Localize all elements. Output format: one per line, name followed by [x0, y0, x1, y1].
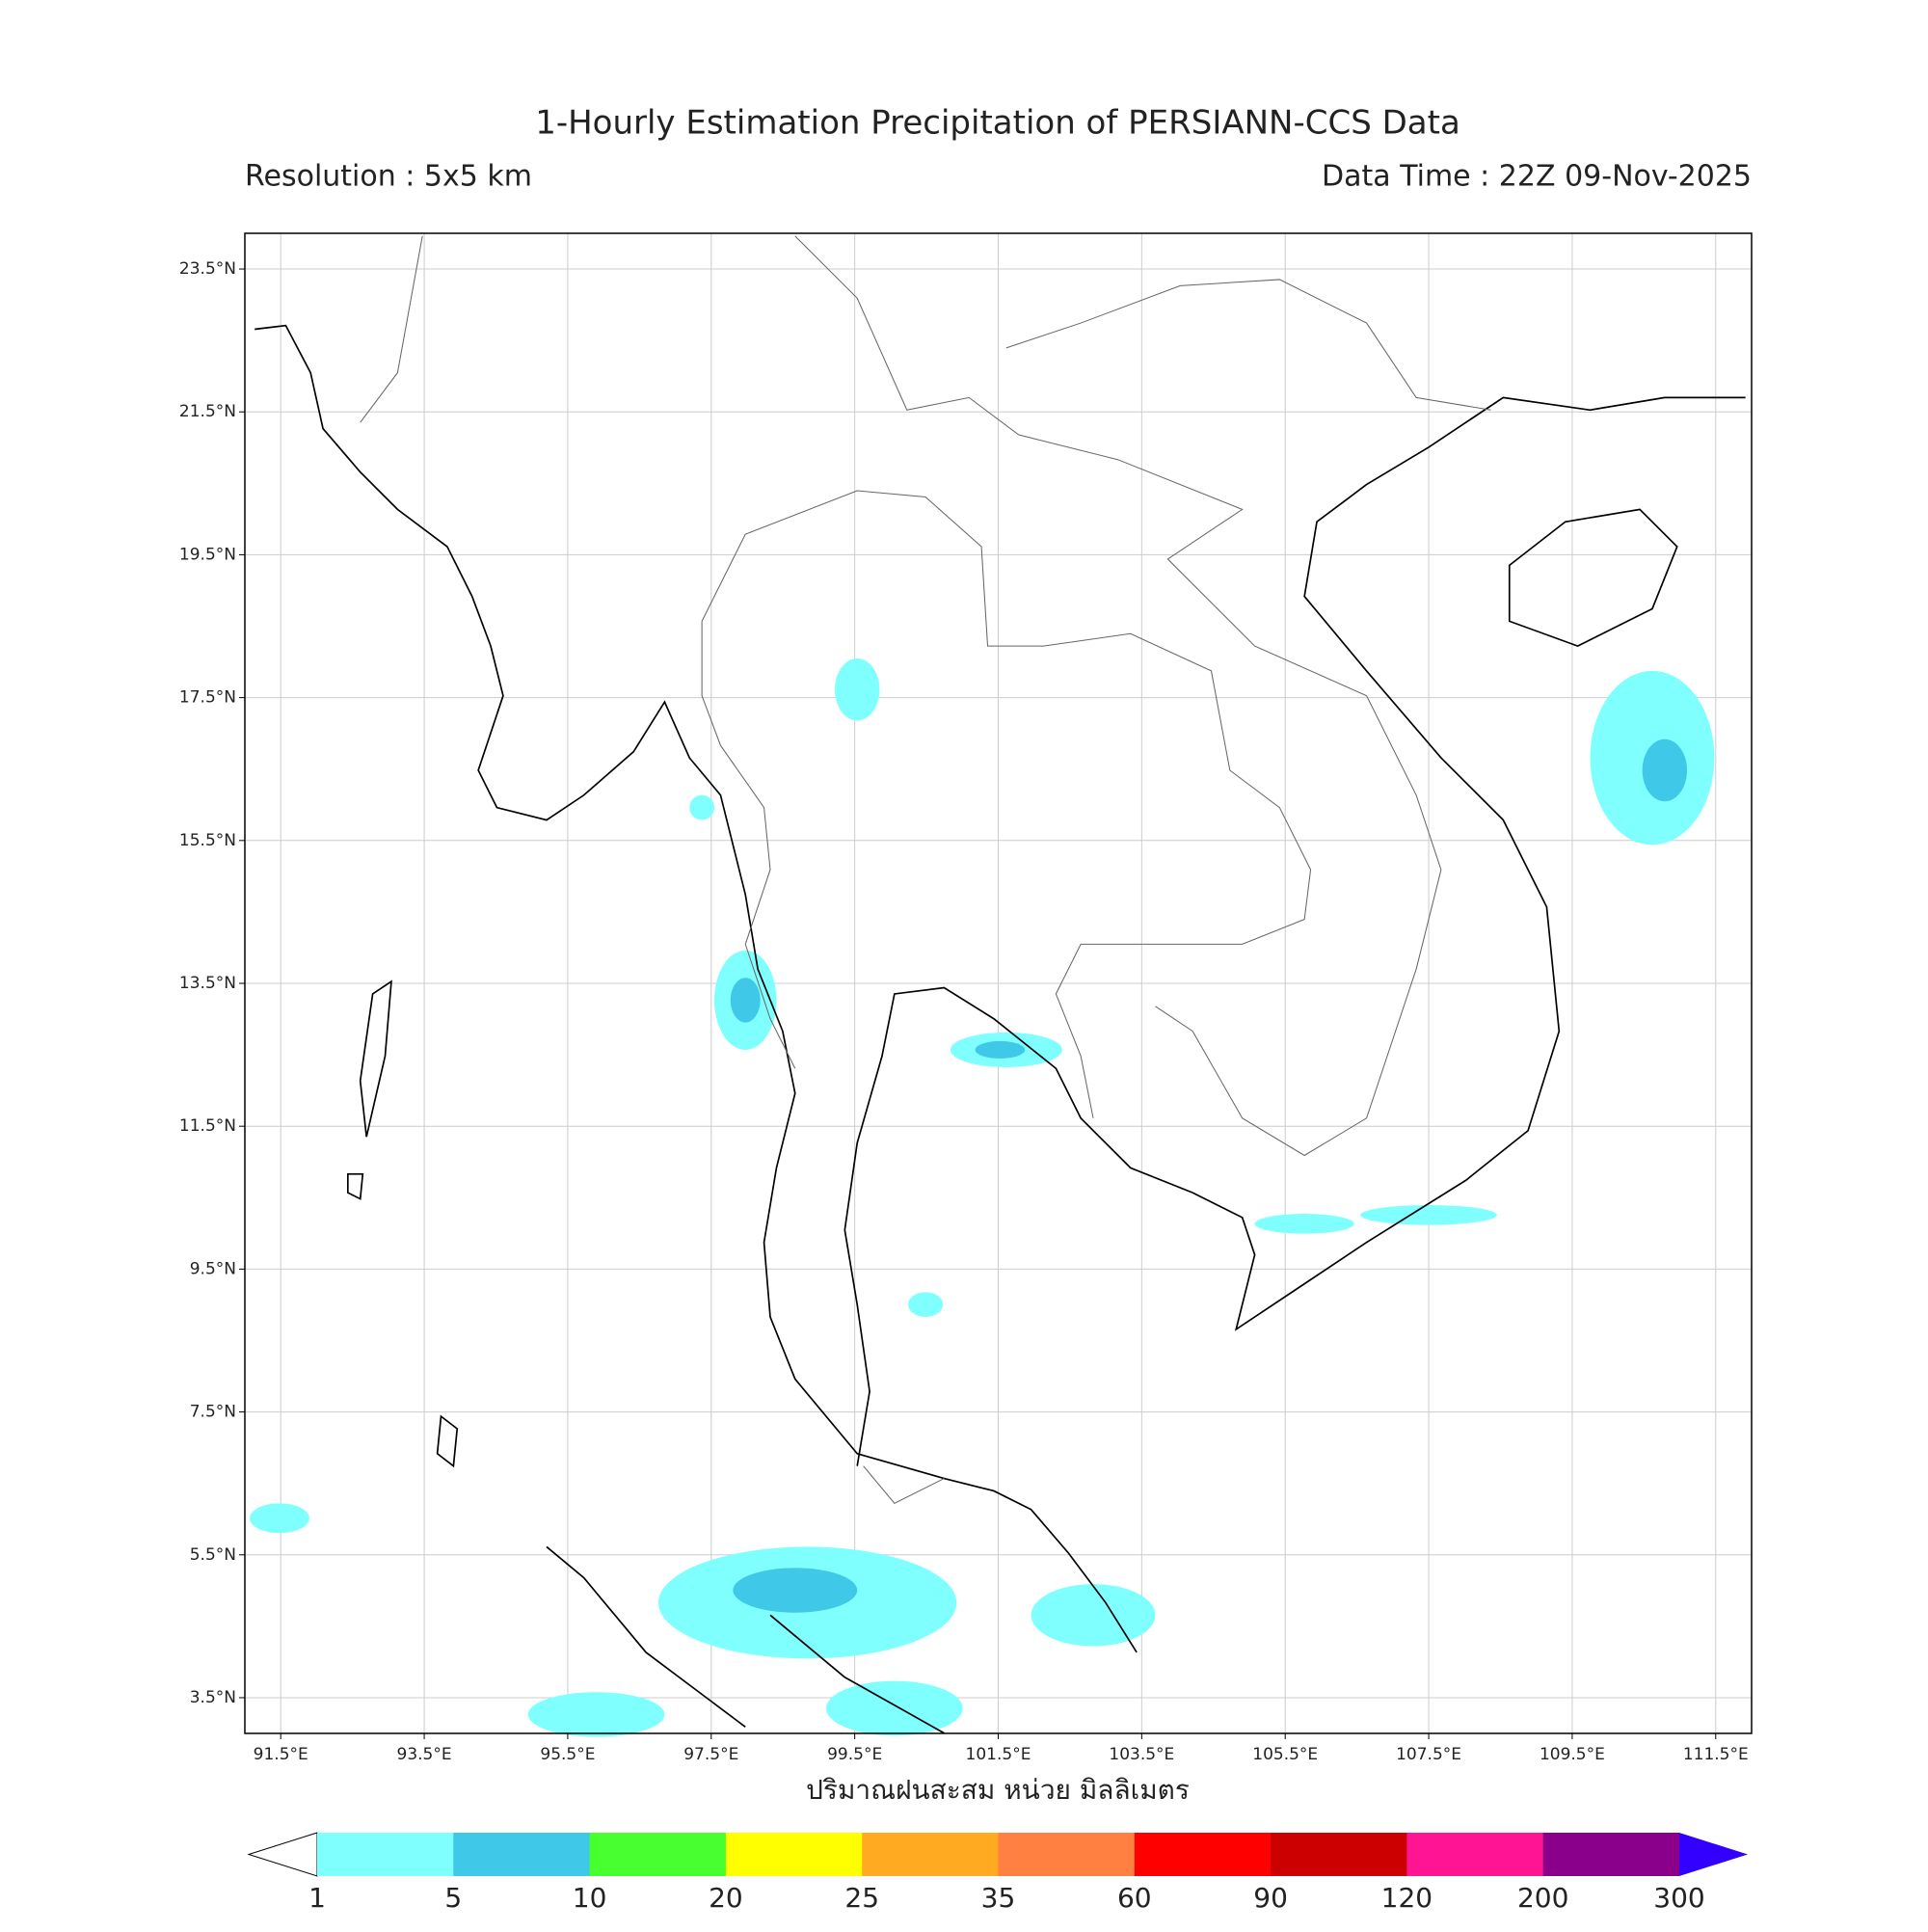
- colorbar-tick-label: 10: [573, 1882, 607, 1914]
- grid: [245, 233, 1752, 1733]
- colorbar-tick-label: 1: [308, 1882, 326, 1914]
- colorbar-tick-label: 90: [1253, 1882, 1288, 1914]
- colorbar-tick-label: 60: [1117, 1882, 1152, 1914]
- colorbar-over: [1679, 1833, 1748, 1876]
- colorbar-tick-label: 200: [1517, 1882, 1568, 1914]
- resolution: Resolution : 5x5 km: [245, 160, 532, 194]
- colorbar-tick-label: 35: [981, 1882, 1016, 1914]
- x-tick-label: 107.5°E: [1396, 1745, 1461, 1764]
- x-tick-label: 97.5°E: [683, 1745, 738, 1764]
- data-time: Data Time : 22Z 09-Nov-2025: [1322, 160, 1752, 194]
- y-tick-label: 13.5°N: [179, 974, 236, 993]
- x-tick-label: 101.5°E: [966, 1745, 1031, 1764]
- y-tick-label: 3.5°N: [190, 1688, 236, 1707]
- colorbar-cell: [589, 1833, 727, 1876]
- x-tick-label: 103.5°E: [1109, 1745, 1174, 1764]
- y-tick-label: 17.5°N: [179, 688, 236, 708]
- colorbar-cell: [1271, 1833, 1407, 1876]
- y-tick-label: 21.5°N: [179, 402, 236, 421]
- basemap: [250, 235, 1746, 1737]
- x-tick-label: 109.5°E: [1540, 1745, 1605, 1764]
- y-tick-label: 7.5°N: [190, 1403, 236, 1422]
- colorbar-cell: [1406, 1833, 1544, 1876]
- x-tick-label: 95.5°E: [540, 1745, 595, 1764]
- y-tick-label: 15.5°N: [179, 831, 236, 850]
- axes: 91.5°E 93.5°E 95.5°E 97.5°E 99.5°E 101.5°E 103…: [179, 259, 1749, 1764]
- colorbar-cell: [998, 1833, 1136, 1876]
- y-tick-label: 5.5°N: [190, 1545, 236, 1565]
- x-tick-label: 93.5°E: [397, 1745, 452, 1764]
- colorbar-cell: [1542, 1833, 1680, 1876]
- x-tick-label: 111.5°E: [1683, 1745, 1749, 1764]
- colorbar-cell: [1134, 1833, 1272, 1876]
- colorbar-cell: [725, 1833, 863, 1876]
- colorbar-tick-label: 5: [444, 1882, 462, 1914]
- colorbar-tick-label: 20: [709, 1882, 743, 1914]
- colorbar: 1 5 10 20 25 35 60 90 120 200 300: [247, 1832, 1748, 1914]
- colorbar-under: [247, 1832, 318, 1877]
- y-tick-label: 23.5°N: [179, 259, 236, 279]
- colorbar-label: ปริมาณฝนสะสม หน่วย มิลลิเมตร: [806, 1774, 1190, 1806]
- x-tick-label: 91.5°E: [254, 1745, 308, 1764]
- colorbar-cell: [453, 1833, 591, 1876]
- title: 1-Hourly Estimation Precipitation of PER…: [535, 104, 1460, 143]
- colorbar-tick-label: 120: [1381, 1882, 1433, 1914]
- y-tick-label: 19.5°N: [179, 545, 236, 564]
- colorbar-tick-label: 300: [1653, 1882, 1704, 1914]
- y-tick-label: 11.5°N: [179, 1116, 236, 1136]
- colorbar-cell: [862, 1833, 999, 1876]
- x-tick-label: 105.5°E: [1252, 1745, 1318, 1764]
- y-tick-label: 9.5°N: [190, 1259, 236, 1278]
- x-tick-label: 99.5°E: [827, 1745, 882, 1764]
- colorbar-tick-label: 25: [844, 1882, 879, 1914]
- colorbar-cell: [317, 1833, 454, 1876]
